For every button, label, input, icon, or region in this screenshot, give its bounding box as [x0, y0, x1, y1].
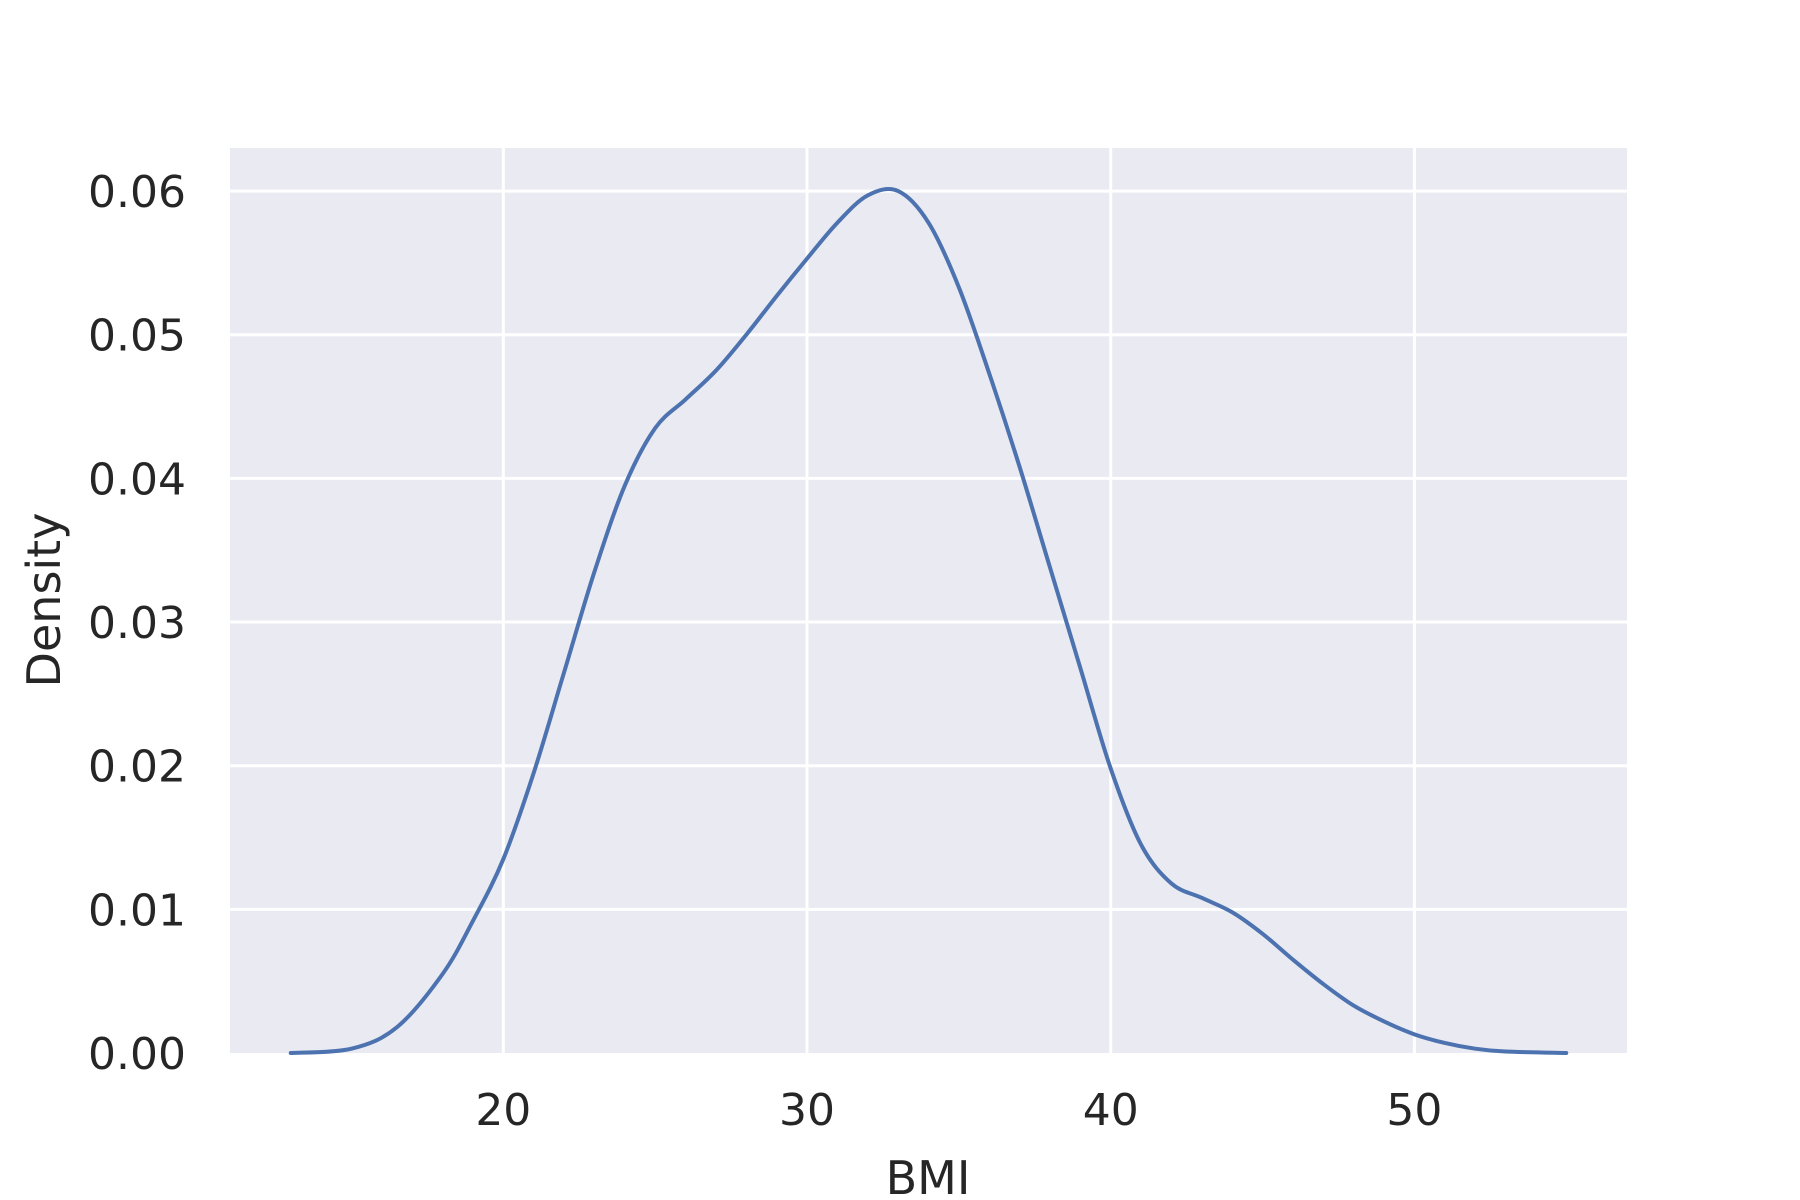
density-curve — [288, 187, 1569, 1055]
y-tick-label: 0.05 — [88, 311, 186, 362]
y-tick-label: 0.03 — [88, 598, 186, 649]
y-axis-ticks: 0.00 0.01 0.02 0.03 0.04 0.05 0.06 — [88, 167, 186, 1080]
y-tick-label: 0.00 — [88, 1029, 186, 1080]
x-tick-label: 30 — [779, 1085, 835, 1136]
x-tick-label: 40 — [1083, 1085, 1139, 1136]
y-tick-label: 0.02 — [88, 742, 186, 793]
y-tick-label: 0.04 — [88, 454, 186, 505]
y-axis-label: Density — [17, 513, 71, 688]
y-tick-label: 0.01 — [88, 885, 186, 936]
grid-lines — [230, 148, 1627, 1053]
x-tick-label: 50 — [1386, 1085, 1442, 1136]
x-axis-ticks: 20 30 40 50 — [475, 1085, 1442, 1136]
x-axis-label: BMI — [886, 1151, 971, 1200]
x-tick-label: 20 — [475, 1085, 531, 1136]
plot-background — [230, 148, 1627, 1053]
y-tick-label: 0.06 — [88, 167, 186, 218]
